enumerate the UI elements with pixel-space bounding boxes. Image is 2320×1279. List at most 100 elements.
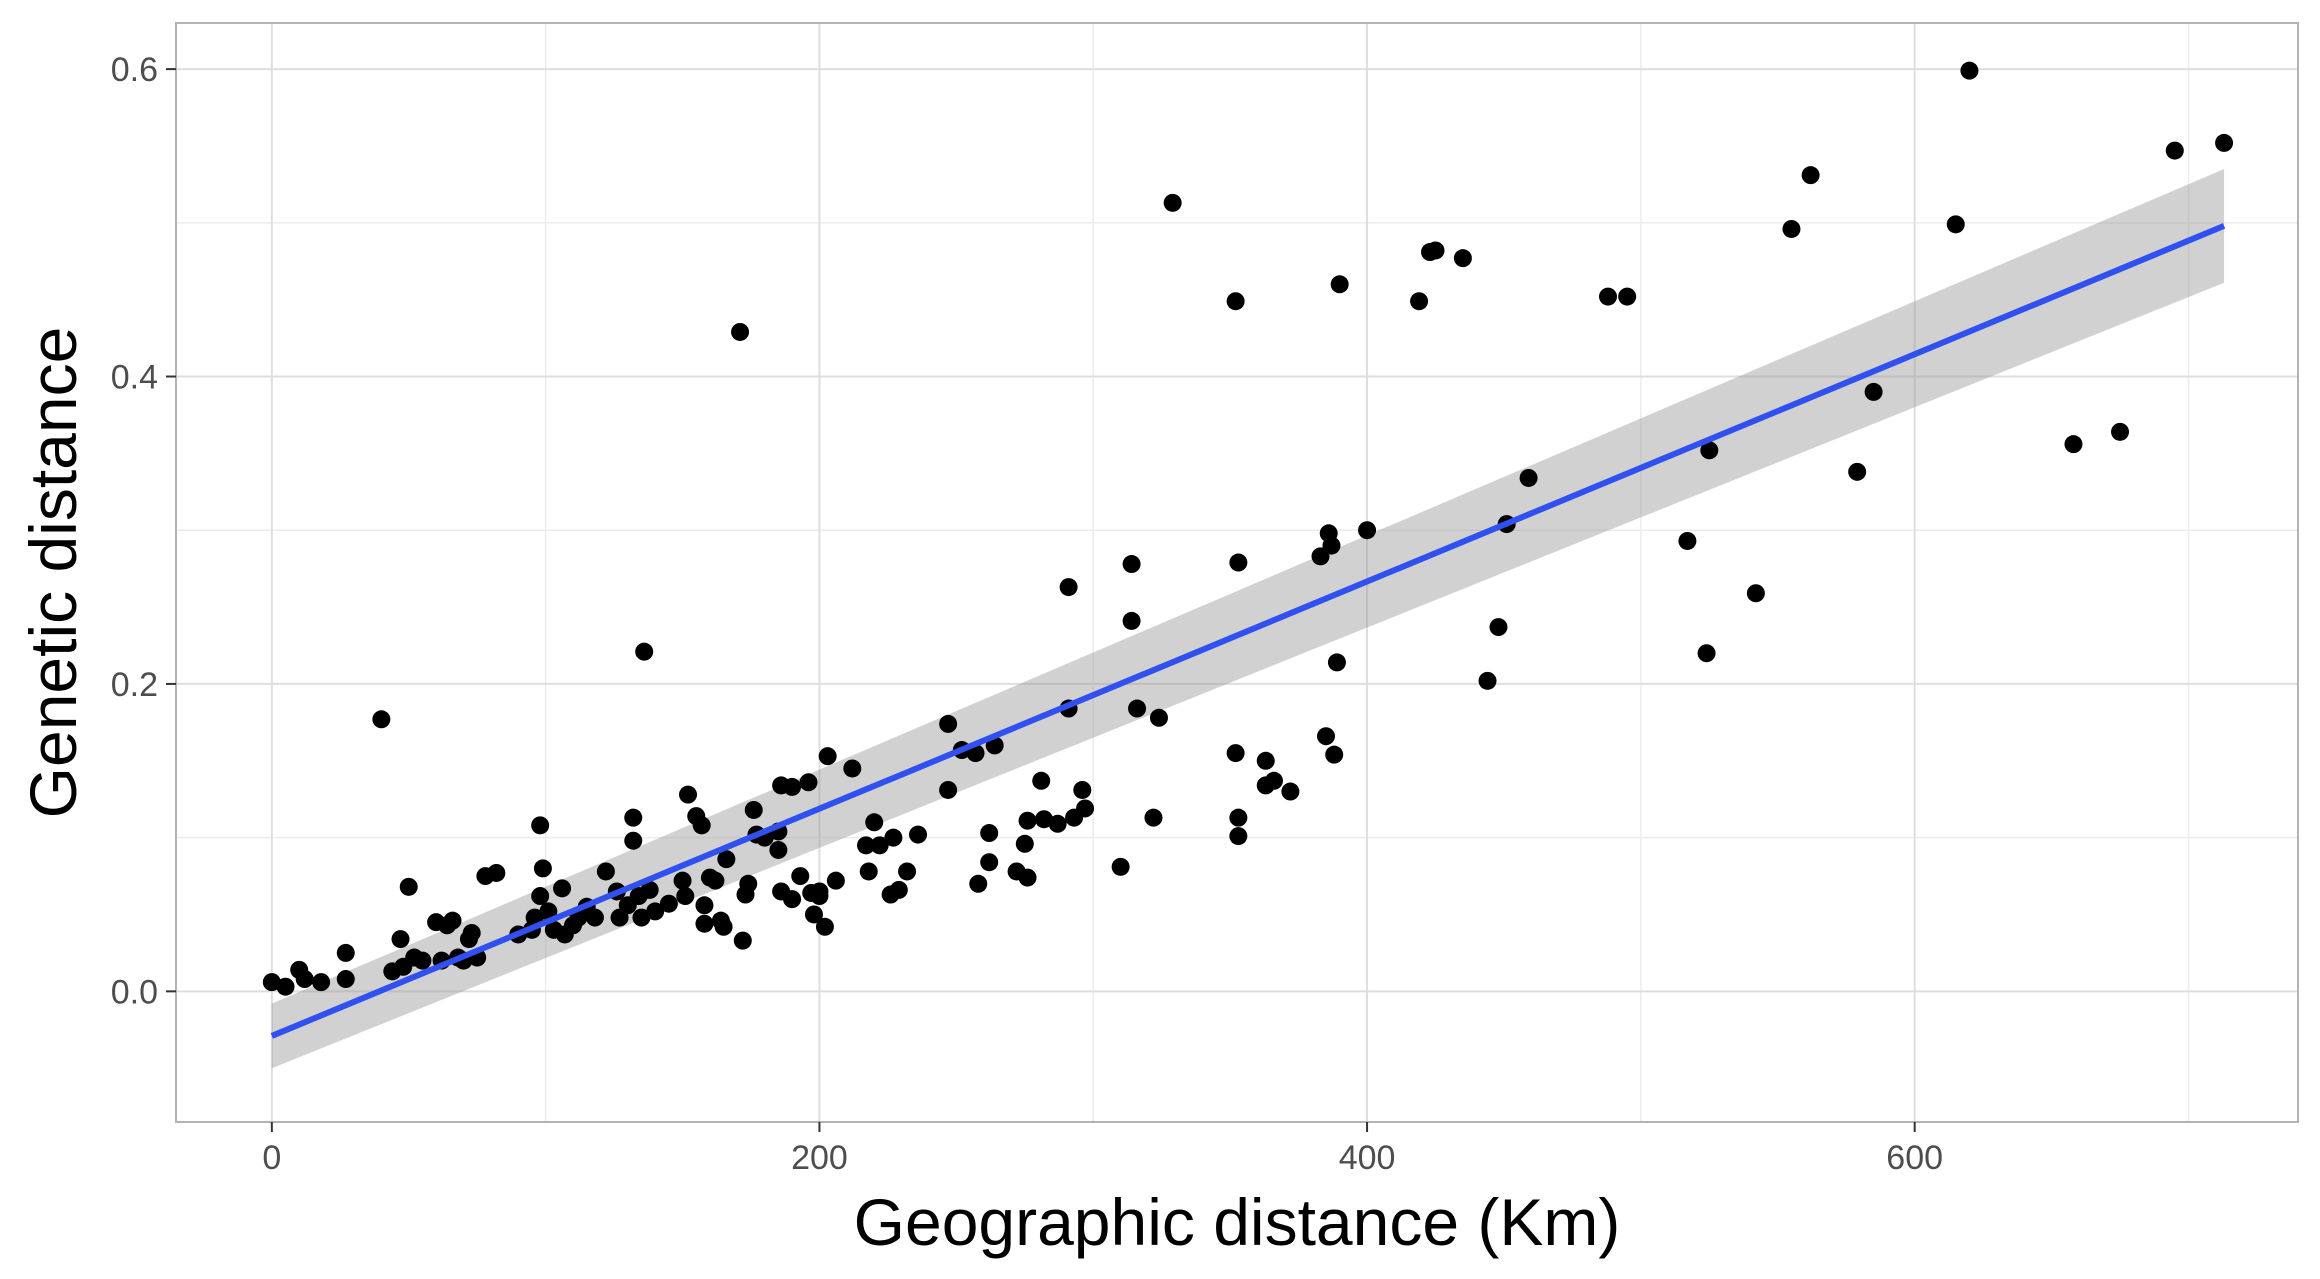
x-axis-title: Geographic distance (Km) [854,1185,1621,1259]
data-point [980,824,999,843]
minor-gridlines [176,23,2298,1122]
data-point [487,863,506,882]
data-point [1325,745,1344,764]
data-point [391,930,410,949]
data-point [939,714,958,733]
data-point [1149,708,1168,727]
data-point [859,862,878,881]
data-point [1229,808,1248,827]
data-point [1697,644,1716,663]
data-point [1801,166,1820,185]
data-point [1746,584,1765,603]
data-point [413,951,432,970]
y-axis-title: Genetic distance [16,327,90,819]
data-point [2165,141,2184,160]
data-point [1848,462,1867,481]
data-point [870,836,889,855]
data-point [804,905,823,924]
data-point [1960,61,1979,80]
data-point [889,880,908,899]
data-point [462,923,481,942]
data-point [1519,468,1538,487]
data-point [733,931,752,950]
data-point [533,859,552,878]
x-axis-ticks: 0 200 400 600 [262,1122,1943,1177]
data-point [769,840,788,859]
data-point [1018,811,1037,830]
data-point [312,973,331,992]
data-point [980,853,999,872]
data-point [1229,553,1248,572]
data-point [2111,422,2130,441]
data-point [939,780,958,799]
data-point [1018,868,1037,887]
regression-line [270,223,2226,1039]
data-point [1059,578,1078,597]
data-point [1489,618,1508,637]
data-point [1076,799,1095,818]
data-point [1256,751,1275,770]
data-point [856,836,875,855]
data-point [1034,810,1053,829]
data-point [276,977,295,996]
data-point [744,800,763,819]
data-point [1128,699,1147,718]
data-point [646,902,665,921]
data-point [1782,219,1801,238]
data-point [1015,834,1034,853]
data-point [1226,744,1245,763]
x-tick-label: 200 [791,1139,848,1177]
data-point [810,887,829,906]
data-point [1478,671,1497,690]
data-point [1322,536,1341,555]
data-point [1163,193,1182,212]
data-point [884,828,903,847]
data-point [624,831,643,850]
data-point [1618,287,1637,306]
data-point [531,887,550,906]
data-point [799,773,818,792]
x-tick-label: 400 [1339,1139,1396,1177]
panel-border [175,22,2299,1123]
y-tick-label: 0.6 [111,51,158,89]
data-point [679,785,698,804]
data-point [969,874,988,893]
data-point [731,322,750,341]
x-tick-label: 0 [262,1139,281,1177]
data-point [632,908,651,927]
data-point [714,917,733,936]
data-point [909,825,928,844]
data-point [624,808,643,827]
data-point [783,777,802,796]
y-axis-ticks: 0.0 0.2 0.4 0.6 [111,51,176,1011]
data-point [372,710,391,729]
x-tick-label: 600 [1886,1139,1943,1177]
data-point [1111,857,1130,876]
data-point [1327,653,1346,672]
data-point [843,759,862,778]
data-point [676,887,695,906]
data-point [1426,241,1445,260]
data-point [585,908,604,927]
data-point [1700,441,1719,460]
data-point [1946,215,1965,234]
data-point [640,880,659,899]
data-point [336,943,355,962]
fit-line-layer [270,223,2226,1039]
data-point [1144,808,1163,827]
data-point [553,879,572,898]
data-point [695,914,714,933]
data-point [783,890,802,909]
data-point [865,813,884,832]
data-point [1678,531,1697,550]
data-point [815,917,834,936]
data-point [1316,727,1335,746]
data-point [1358,521,1377,540]
data-point [1032,771,1051,790]
data-point [1281,782,1300,801]
data-point [1864,382,1883,401]
data-point [717,850,736,869]
data-point [1229,827,1248,846]
data-point [2215,133,2234,152]
